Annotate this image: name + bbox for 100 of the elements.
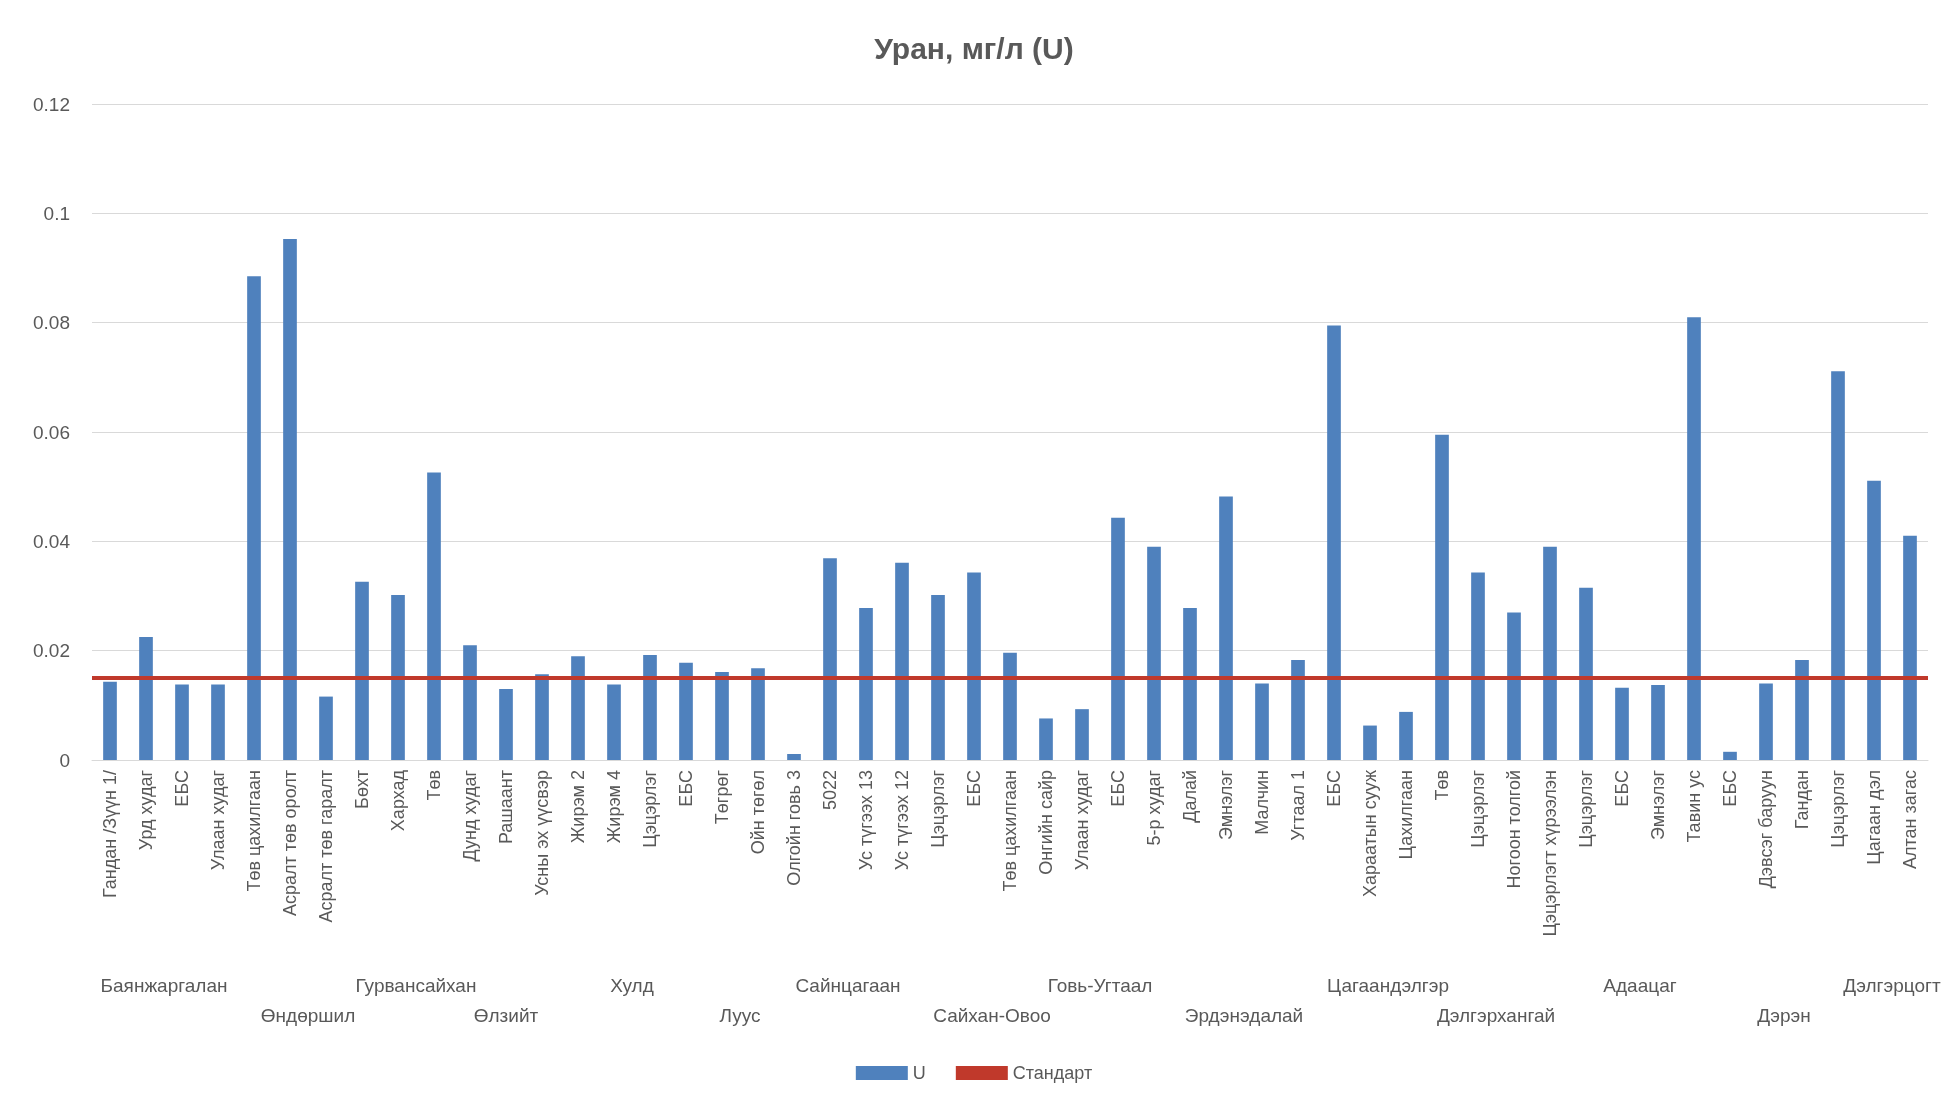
x-tick-label: Далай [1180, 770, 1200, 823]
bar [1435, 434, 1449, 760]
text: Гурвансайхан [355, 975, 477, 996]
bar [1471, 572, 1485, 760]
x-tick-label: Цэцэрлэг [928, 769, 948, 848]
bar [427, 472, 441, 760]
bar [535, 674, 549, 760]
x-tick-label: Улаан худаг [208, 769, 228, 871]
bar [607, 684, 621, 760]
x-tick-label: Төв [424, 770, 444, 801]
bar [1183, 608, 1197, 760]
x-tick-label: Олгойн говь 3 [784, 770, 804, 886]
text: Дэрэн [1757, 1005, 1811, 1026]
y-tick-label: 0.12 [33, 93, 70, 115]
x-tick-label: Угтаал 1 [1288, 770, 1308, 841]
bar [1579, 587, 1593, 760]
bar [1039, 718, 1053, 760]
text: Баянжаргалан [100, 975, 228, 996]
x-tick-label: 5022 [820, 770, 840, 811]
x-tick-label: Малчин [1252, 770, 1272, 835]
x-tick-label: ЕБС [1720, 770, 1740, 807]
bar [175, 684, 189, 760]
x-tick-label: ЕБС [1324, 770, 1344, 807]
x-tick-label: Төгрөг [712, 769, 732, 825]
bar [967, 572, 981, 760]
x-tick-label: Цэцэрлэг [1576, 769, 1596, 848]
x-tick-label: Эмнэлэг [1648, 769, 1668, 841]
bar [1363, 725, 1377, 760]
bar [1723, 751, 1737, 760]
text: Өлзийт [473, 1005, 539, 1026]
bar [247, 276, 261, 760]
legend-label: Стандарт [1012, 1063, 1093, 1083]
x-tick-label: Дунд худаг [460, 769, 480, 862]
bar [1291, 659, 1305, 760]
text: Эрдэнэдалай [1184, 1005, 1304, 1026]
bar [1795, 659, 1809, 760]
x-tick-label: Асралт төв гаралт [316, 770, 336, 923]
bar [1327, 325, 1341, 760]
x-tick-label: Цахилгаан [1396, 770, 1416, 860]
bar [355, 581, 369, 760]
x-tick-label: Рашаант [496, 770, 516, 845]
bar [787, 753, 801, 760]
bar [1003, 652, 1017, 760]
x-tick-label: Хараатын сууж [1360, 770, 1380, 898]
bar [1903, 535, 1917, 760]
text: Дэлгэрхангай [1436, 1005, 1556, 1026]
bar [1615, 687, 1629, 760]
x-tick-label: Асралт төв оролт [280, 770, 300, 916]
bar [859, 608, 873, 760]
bar [1147, 546, 1161, 760]
bar [1831, 371, 1845, 760]
bar [679, 662, 693, 760]
legend-label: U [912, 1063, 926, 1083]
y-tick-label: 0.04 [33, 530, 71, 552]
text: Цагаандэлгэр [1326, 975, 1450, 996]
x-tick-label: Жирэм 4 [604, 770, 624, 844]
text: Луус [719, 1005, 761, 1026]
x-tick-label: Эмнэлэг [1216, 769, 1236, 841]
x-tick-label: ЕБС [1612, 770, 1632, 807]
text: Сайнцагаан [795, 975, 901, 996]
bar [1111, 517, 1125, 760]
bar [139, 637, 153, 760]
bar [931, 594, 945, 760]
x-tick-label: ЕБС [964, 770, 984, 807]
x-tick-label: Төв цахилгаан [244, 770, 264, 892]
x-tick-label: Цэцэрлэг [1828, 769, 1848, 848]
bar [463, 645, 477, 760]
x-tick-label: Цэцэрлэгт хүрээлэн [1540, 770, 1560, 937]
bar [895, 562, 909, 760]
bar [1075, 709, 1089, 760]
x-tick-label: Ногоон толгой [1504, 770, 1524, 889]
bar [391, 594, 405, 760]
x-tick-label: Гандан /Зүүн 1/ [100, 770, 120, 898]
x-tick-label: 5-р худаг [1144, 769, 1164, 846]
bar [1687, 317, 1701, 760]
text: Өндөршил [260, 1005, 356, 1026]
bar [1651, 685, 1665, 760]
x-tick-label: Ус түгээх 13 [856, 770, 876, 871]
x-tick-label: Гандан [1792, 770, 1812, 830]
y-tick-label: 0.06 [33, 421, 70, 443]
x-tick-label: Төв цахилгаан [1000, 770, 1020, 892]
text: Дэлгэрцогт [1843, 975, 1941, 996]
x-tick-label: Улаан худаг [1072, 769, 1092, 871]
y-tick-label: 0 [59, 749, 70, 771]
bar [499, 688, 513, 760]
bar [643, 655, 657, 760]
bar [103, 681, 117, 760]
x-tick-label: Ойн төгөл [748, 770, 768, 855]
x-tick-label: Ус түгээх 12 [892, 770, 912, 871]
bar [319, 696, 333, 760]
bar [1219, 496, 1233, 760]
bar [751, 668, 765, 760]
x-tick-label: Цагаан дэл [1864, 770, 1884, 865]
bar [1507, 612, 1521, 760]
bar [715, 671, 729, 760]
chart-title: Уран, мг/л (U) [874, 31, 1074, 65]
bar [1543, 546, 1557, 760]
x-tick-label: Цэцэрлэг [640, 769, 660, 848]
x-tick-label: ЕБС [676, 770, 696, 807]
bar [571, 656, 585, 760]
